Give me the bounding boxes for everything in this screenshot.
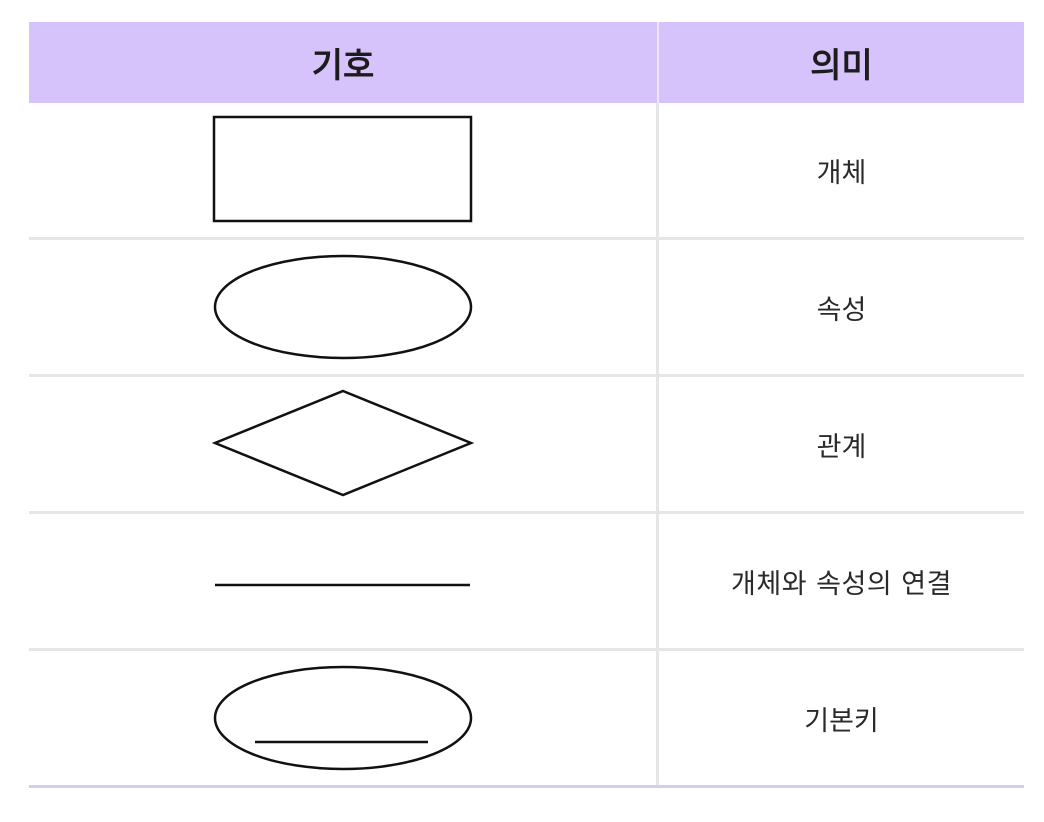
meaning-cell: 기본키 [804, 705, 879, 737]
symbol-cell [29, 377, 659, 511]
underlined-ellipse-icon [213, 665, 472, 771]
meaning-cell: 관계 [816, 431, 867, 463]
table-row: 관계 [29, 377, 1024, 514]
table-row: 개체 [29, 103, 1024, 240]
table-row: 기본키 [29, 651, 1024, 788]
meaning-cell: 속성 [816, 294, 867, 326]
meaning-cell: 개체와 속성의 연결 [731, 568, 952, 600]
ellipse-icon [213, 254, 472, 360]
table-row: 개체와 속성의 연결 [29, 514, 1024, 651]
header-symbol: 기호 [29, 22, 659, 103]
diamond-icon [211, 389, 474, 497]
symbol-cell [29, 651, 659, 785]
table-header: 기호 의미 [29, 22, 1024, 103]
symbol-cell [29, 514, 659, 648]
line-icon [214, 583, 470, 587]
meaning-cell: 개체 [816, 157, 867, 189]
symbol-cell [29, 103, 659, 237]
rectangle-icon [212, 115, 472, 223]
table-row: 속성 [29, 240, 1024, 377]
symbol-cell [29, 240, 659, 374]
header-meaning: 의미 [810, 46, 873, 86]
er-symbol-table: 기호 의미 개체 속성 관계 [29, 22, 1024, 788]
